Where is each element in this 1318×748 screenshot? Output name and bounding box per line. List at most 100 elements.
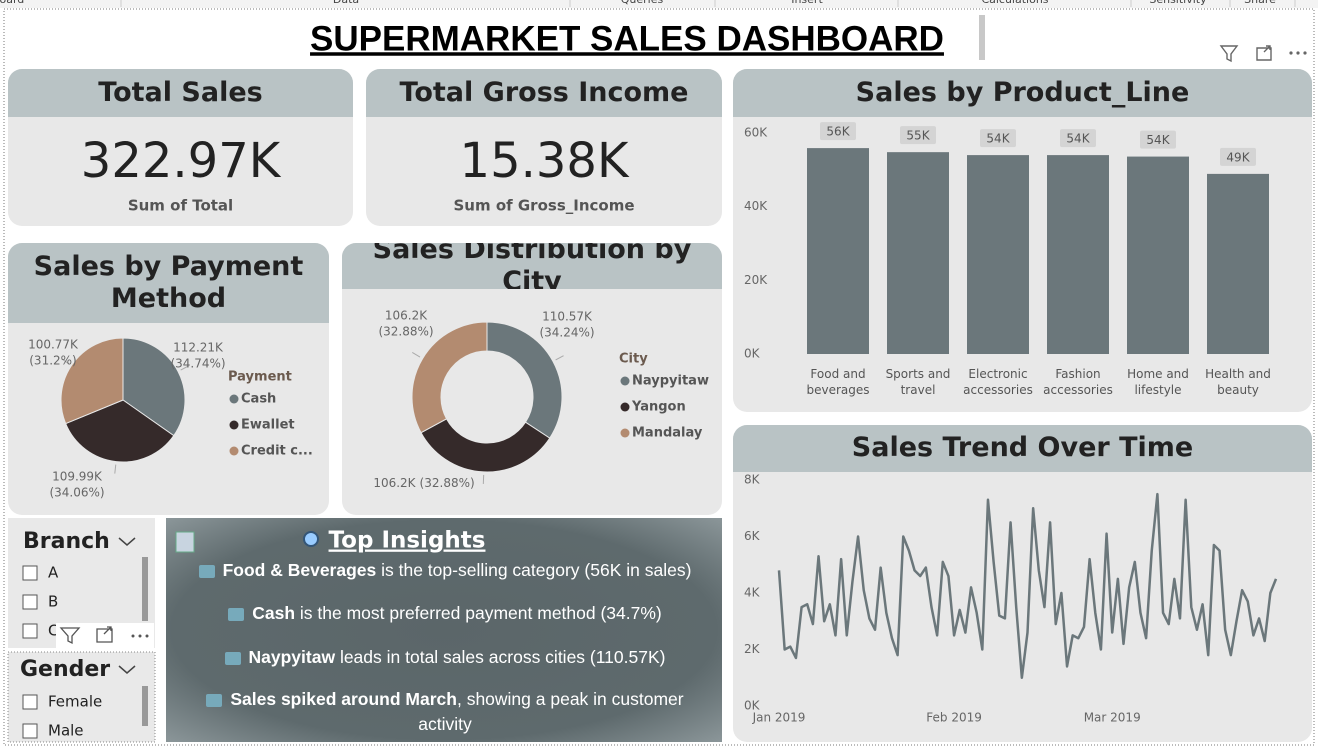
y-tick-label: 2K — [744, 642, 761, 656]
panel-title: Total Gross Income — [399, 76, 689, 108]
insight: Sales spiked around March, showing a pea… — [180, 687, 710, 737]
slicer-scrollbar — [142, 686, 148, 726]
data-label: 100.77K — [28, 338, 79, 352]
card-label: Sum of Gross_Income — [453, 197, 634, 215]
x-tick-label: Sports and travel — [885, 367, 951, 397]
slicer-item: A — [48, 564, 59, 582]
insight-icon — [228, 607, 245, 621]
insight-box: Food & Beverages is the top-selling cate… — [180, 558, 710, 583]
data-label: 54K — [986, 132, 1010, 146]
insight-text: , showing a peak in customer activity — [418, 689, 689, 734]
data-label: 54K — [1146, 133, 1170, 147]
more-icon-dot — [145, 634, 149, 638]
y-tick-label: 6K — [744, 529, 761, 543]
leader-line — [61, 358, 70, 365]
slicer-checkbox[interactable] — [22, 594, 38, 610]
legend-title: Payment — [228, 370, 292, 385]
slicer-checkbox[interactable] — [22, 623, 38, 639]
focus-icon[interactable] — [1256, 45, 1272, 61]
panel-title: Sales Distribution by City — [372, 243, 692, 289]
insight-highlight: Cash — [252, 603, 296, 623]
slice — [486, 321, 563, 439]
x-tick-label: Fashion accessories — [1043, 367, 1113, 397]
ribbon-label: Share — [1244, 0, 1276, 6]
more-icon[interactable] — [1289, 51, 1307, 55]
insight-text: is the most preferred payment method (34… — [295, 603, 662, 623]
slice — [64, 399, 175, 463]
legend-marker — [620, 428, 630, 438]
legend-label: Cash — [241, 392, 276, 407]
search-icon — [303, 531, 319, 547]
x-tick-label: Electronic accessories — [963, 367, 1033, 397]
card-value: 322.97K — [81, 133, 282, 189]
ribbon-label: Data — [333, 0, 359, 6]
x-tick-label: Home and lifestyle — [1127, 367, 1189, 397]
legend-label: Ewallet — [241, 418, 295, 433]
insight-icon — [224, 651, 241, 665]
y-tick-label: 20K — [744, 273, 768, 287]
slicer-checkbox[interactable] — [22, 565, 38, 581]
insight-icon — [206, 693, 223, 707]
ribbon-label: Sensitivity — [1149, 0, 1207, 6]
insight: Naypyitaw leads in total sales across ci… — [180, 645, 710, 670]
panel-header — [8, 243, 329, 323]
data-label-box — [900, 126, 936, 145]
insight: Food & Beverages is the top-selling cate… — [180, 558, 710, 583]
filter-icon[interactable] — [1219, 45, 1239, 63]
data-label-box — [1060, 129, 1096, 148]
data-label: (34.74%) — [170, 357, 225, 371]
insights-icon — [175, 531, 195, 553]
panel-header — [8, 101, 353, 117]
insight: Cash is the most preferred payment metho… — [180, 601, 710, 626]
insight-box: Naypyitaw leads in total sales across ci… — [180, 645, 710, 670]
slicer-chevron — [118, 537, 136, 546]
x-tick-label: Jan 2019 — [752, 711, 806, 725]
legend-title: City — [619, 352, 648, 367]
visual-icons[interactable] — [1219, 45, 1307, 63]
panel-header — [733, 456, 1312, 472]
bar — [807, 148, 869, 354]
legend-label: Yangon — [631, 400, 686, 415]
data-label: (34.06%) — [49, 486, 104, 500]
focus-icon[interactable] — [96, 626, 113, 643]
slice — [122, 337, 186, 437]
insight-icon — [198, 564, 215, 578]
insight-highlight: Food & Beverages — [222, 560, 377, 580]
insight-highlight: Sales spiked around March — [230, 689, 457, 709]
panel-background — [733, 425, 1312, 742]
data-label-box — [1220, 147, 1256, 166]
insight-text: is the top-selling category (56K in sale… — [376, 560, 692, 580]
x-tick-label: Feb 2019 — [926, 711, 982, 725]
panel-title-box: Sales Trend Over Time — [852, 432, 1193, 463]
x-tick-label-box: Food and beverages — [806, 367, 869, 397]
filter-icon[interactable] — [59, 627, 81, 645]
slicer-item: B — [48, 593, 58, 611]
slice — [420, 418, 551, 473]
insight-box: Cash is the most preferred payment metho… — [180, 601, 710, 626]
data-label-box — [980, 129, 1016, 148]
data-label: 110.57K — [542, 310, 593, 324]
slicer-checkbox[interactable] — [22, 694, 38, 710]
data-label: 112.21K — [173, 341, 224, 355]
data-label-percent: (32.88%) — [420, 476, 475, 490]
data-label: 109.99K — [52, 470, 103, 484]
insights-background — [166, 518, 722, 742]
panel-title: Sales by Payment Method — [33, 250, 304, 314]
page-border — [3, 8, 1315, 746]
legend-marker — [620, 402, 630, 412]
legend-marker — [229, 446, 239, 456]
slicer-checkbox[interactable] — [22, 723, 38, 739]
x-tick-label: Mar 2019 — [1084, 711, 1141, 725]
card-value: 15.38K — [460, 133, 630, 189]
x-tick-label: Health and beauty — [1205, 367, 1271, 397]
dashboard-title: SUPERMARKET SALES DASHBOARD — [310, 19, 944, 58]
more-icon-dot — [138, 634, 142, 638]
slice — [60, 337, 124, 425]
slicer-scrollbar — [142, 557, 148, 621]
panel-title: Total Sales — [98, 76, 263, 108]
data-label: 55K — [906, 129, 930, 143]
slicer-title: Branch — [23, 529, 110, 554]
y-tick-label: 0K — [744, 699, 761, 713]
slicer-title: Gender — [20, 657, 110, 682]
